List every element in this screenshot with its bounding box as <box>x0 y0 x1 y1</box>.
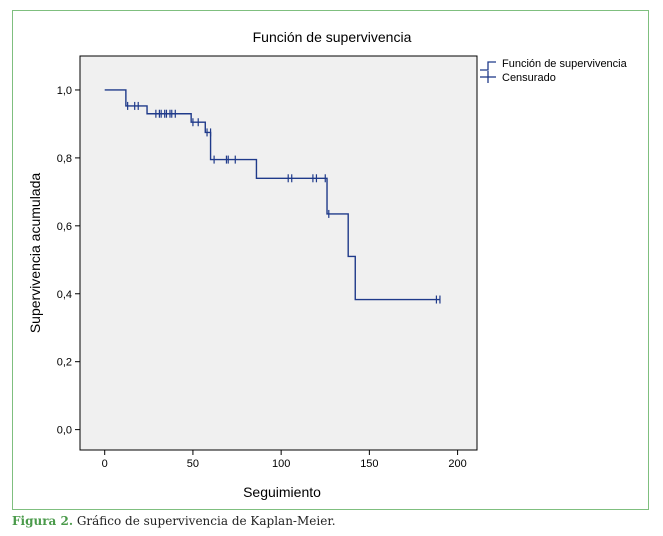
figure-caption: Figura 2. Gráfico de supervivencia de Ka… <box>12 514 336 528</box>
y-tick-label: 0,2 <box>57 357 72 369</box>
y-axis-label: Supervivencia acumulada <box>27 173 43 334</box>
caption-label: Figura 2. <box>12 514 73 528</box>
x-tick-label: 100 <box>272 458 290 470</box>
plot-area <box>79 55 478 451</box>
legend-entry-censored: Censurado <box>502 72 556 84</box>
x-axis-ticks: 0 50 100 150 200 <box>102 450 467 470</box>
chart-title: Función de supervivencia <box>253 29 412 45</box>
censor-markers <box>127 101 441 304</box>
y-tick-label: 0,4 <box>57 289 72 301</box>
series-layer <box>104 89 440 301</box>
legend-censor-icon <box>480 71 496 83</box>
x-axis-label: Seguimiento <box>243 484 321 500</box>
caption-text: Gráfico de supervivencia de Kaplan-Meier… <box>73 514 336 528</box>
y-tick-label: 0,8 <box>57 153 72 165</box>
y-tick-label: 1,0 <box>57 85 72 97</box>
y-axis-ticks: 0,0 0,2 0,4 0,6 0,8 1,0 <box>57 85 80 437</box>
y-tick-label: 0,6 <box>57 221 72 233</box>
y-tick-label: 0,0 <box>57 425 72 437</box>
x-tick-label: 150 <box>360 458 378 470</box>
survival-chart: Función de supervivencia Seguimiento Sup… <box>27 29 628 500</box>
x-tick-label: 50 <box>187 458 199 470</box>
legend: Función de supervivencia Censurado <box>480 58 628 84</box>
x-tick-label: 200 <box>448 458 466 470</box>
legend-step-icon <box>480 61 496 71</box>
survival-step-line <box>104 89 440 301</box>
x-tick-label: 0 <box>102 458 108 470</box>
legend-entry-survival: Función de supervivencia <box>502 58 628 70</box>
